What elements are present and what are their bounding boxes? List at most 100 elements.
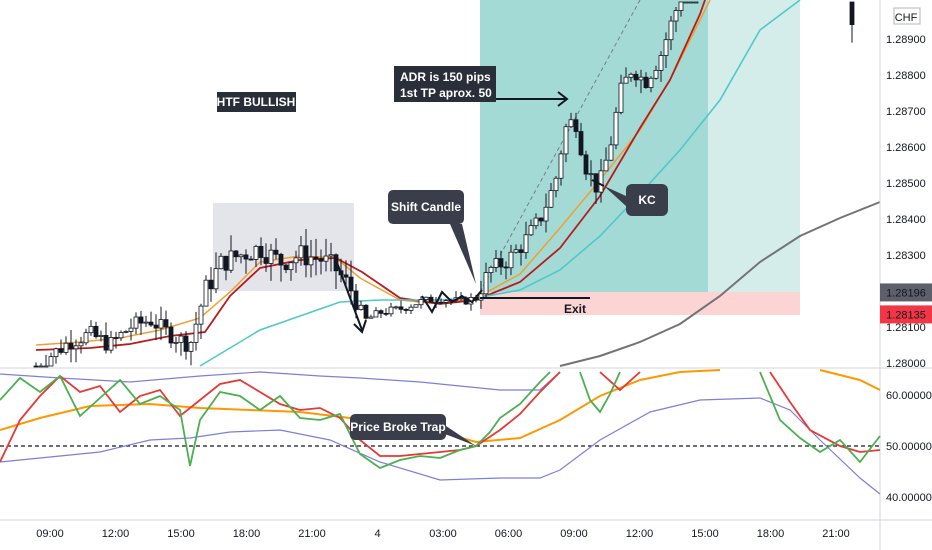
candle-body (663, 39, 669, 56)
time-tick-label: 12:00 (626, 528, 654, 540)
drop-line (335, 259, 363, 331)
adr-line-2: 1st TP aprox. 50 (400, 86, 492, 100)
candle-body (43, 365, 49, 368)
candle-body (53, 348, 59, 358)
candle-body (283, 264, 289, 271)
time-tick-label: 15:00 (691, 528, 719, 540)
candle-body (388, 306, 394, 315)
adr-line-1: ADR is 150 pips (400, 70, 491, 84)
shift-candle-callout: Shift Candle (388, 190, 476, 284)
adr-callout: ADR is 150 pips 1st TP aprox. 50 (394, 66, 569, 107)
price-tick-label: 1.28800 (886, 70, 926, 82)
candle-body (363, 304, 369, 319)
candle-body (598, 170, 604, 193)
candle-body (428, 296, 434, 303)
price-tick-label: 1.28000 (886, 358, 926, 370)
candle-body (63, 342, 69, 353)
candle-body (633, 73, 639, 81)
candle-body (643, 76, 649, 89)
candle-body (138, 316, 144, 324)
candle-body (88, 325, 94, 334)
candle-body (393, 306, 399, 309)
candle-body (148, 321, 154, 326)
candle-body (508, 251, 514, 269)
trap-label: Price Broke Trap (350, 420, 445, 434)
candle-body (348, 276, 354, 292)
candle-body (493, 258, 499, 268)
candle-body (673, 10, 679, 22)
candle-body (223, 255, 229, 271)
candle-body (168, 326, 174, 344)
candle-body (318, 258, 324, 262)
candle-body (38, 365, 44, 368)
time-tick-label: 06:00 (495, 528, 523, 540)
trap-callout-box (350, 414, 446, 440)
candle-body (373, 310, 379, 318)
osc-orange-line-right (819, 369, 881, 391)
ema-slow-line (35, 0, 706, 351)
candle-body (558, 153, 564, 179)
osc-green-line-right (759, 371, 881, 464)
price-axis: 1.280001.281001.282001.283001.284001.285… (879, 0, 926, 550)
candle-body (548, 190, 554, 208)
consolidation-box (213, 203, 354, 291)
time-tick-label: 09:00 (36, 528, 64, 540)
candle-body (173, 341, 179, 344)
price-tick-label: 1.28400 (886, 214, 926, 226)
osc-band-upper (0, 371, 561, 391)
candle-body (563, 126, 569, 155)
candle-body (543, 206, 549, 222)
candle-body (523, 234, 529, 253)
time-tick-label: 15:00 (167, 528, 195, 540)
candle-body (68, 342, 74, 350)
candle-body (203, 279, 209, 307)
candle-body (178, 335, 184, 343)
time-tick-label: 09:00 (560, 528, 588, 540)
candle-body (113, 337, 119, 339)
candle-body (213, 268, 219, 290)
candle-body (849, 1, 855, 26)
candle-body (198, 305, 204, 325)
candle-body (588, 173, 594, 176)
candle-body (403, 308, 409, 311)
candle-body (243, 254, 249, 260)
candle-body (133, 316, 139, 329)
candle-body (33, 365, 39, 368)
price-label-text: 1.28196 (886, 287, 926, 299)
candle-body (308, 256, 314, 266)
candle-body (93, 325, 99, 338)
time-tick-label: 21:00 (822, 528, 850, 540)
candle-body (158, 319, 164, 329)
candle-body (533, 217, 539, 227)
candle-body (108, 337, 114, 351)
osc-red-line (0, 371, 561, 463)
candle-body (163, 319, 169, 328)
osc-green-line-mid (579, 371, 621, 414)
candle-body (58, 348, 64, 353)
candle-body (608, 144, 614, 161)
time-tick-label: 12:00 (102, 528, 130, 540)
price-labels: 1.28196 1.28135 (880, 283, 932, 324)
time-tick-label: 21:00 (298, 528, 326, 540)
ma-teal-line (199, 0, 801, 367)
candle-body (48, 356, 54, 367)
htf-callout: HTF BULLISH (217, 92, 296, 112)
candle-body (98, 335, 104, 338)
candle-body (648, 77, 654, 89)
candle-body (438, 301, 444, 304)
candle-body (153, 324, 159, 329)
candle-body (228, 250, 234, 271)
candle-body (193, 323, 199, 343)
candle-body (443, 300, 449, 303)
htf-label: HTF BULLISH (217, 95, 296, 109)
trap-callout-pointer (440, 422, 476, 446)
target-zone-extension (708, 0, 800, 292)
kc-callout: KC (604, 184, 668, 216)
candle-body (328, 254, 334, 257)
candle-body (103, 335, 109, 351)
candle-body (398, 306, 404, 310)
candle-body (313, 256, 319, 260)
candle-body (258, 245, 264, 258)
candle-body (128, 327, 134, 332)
